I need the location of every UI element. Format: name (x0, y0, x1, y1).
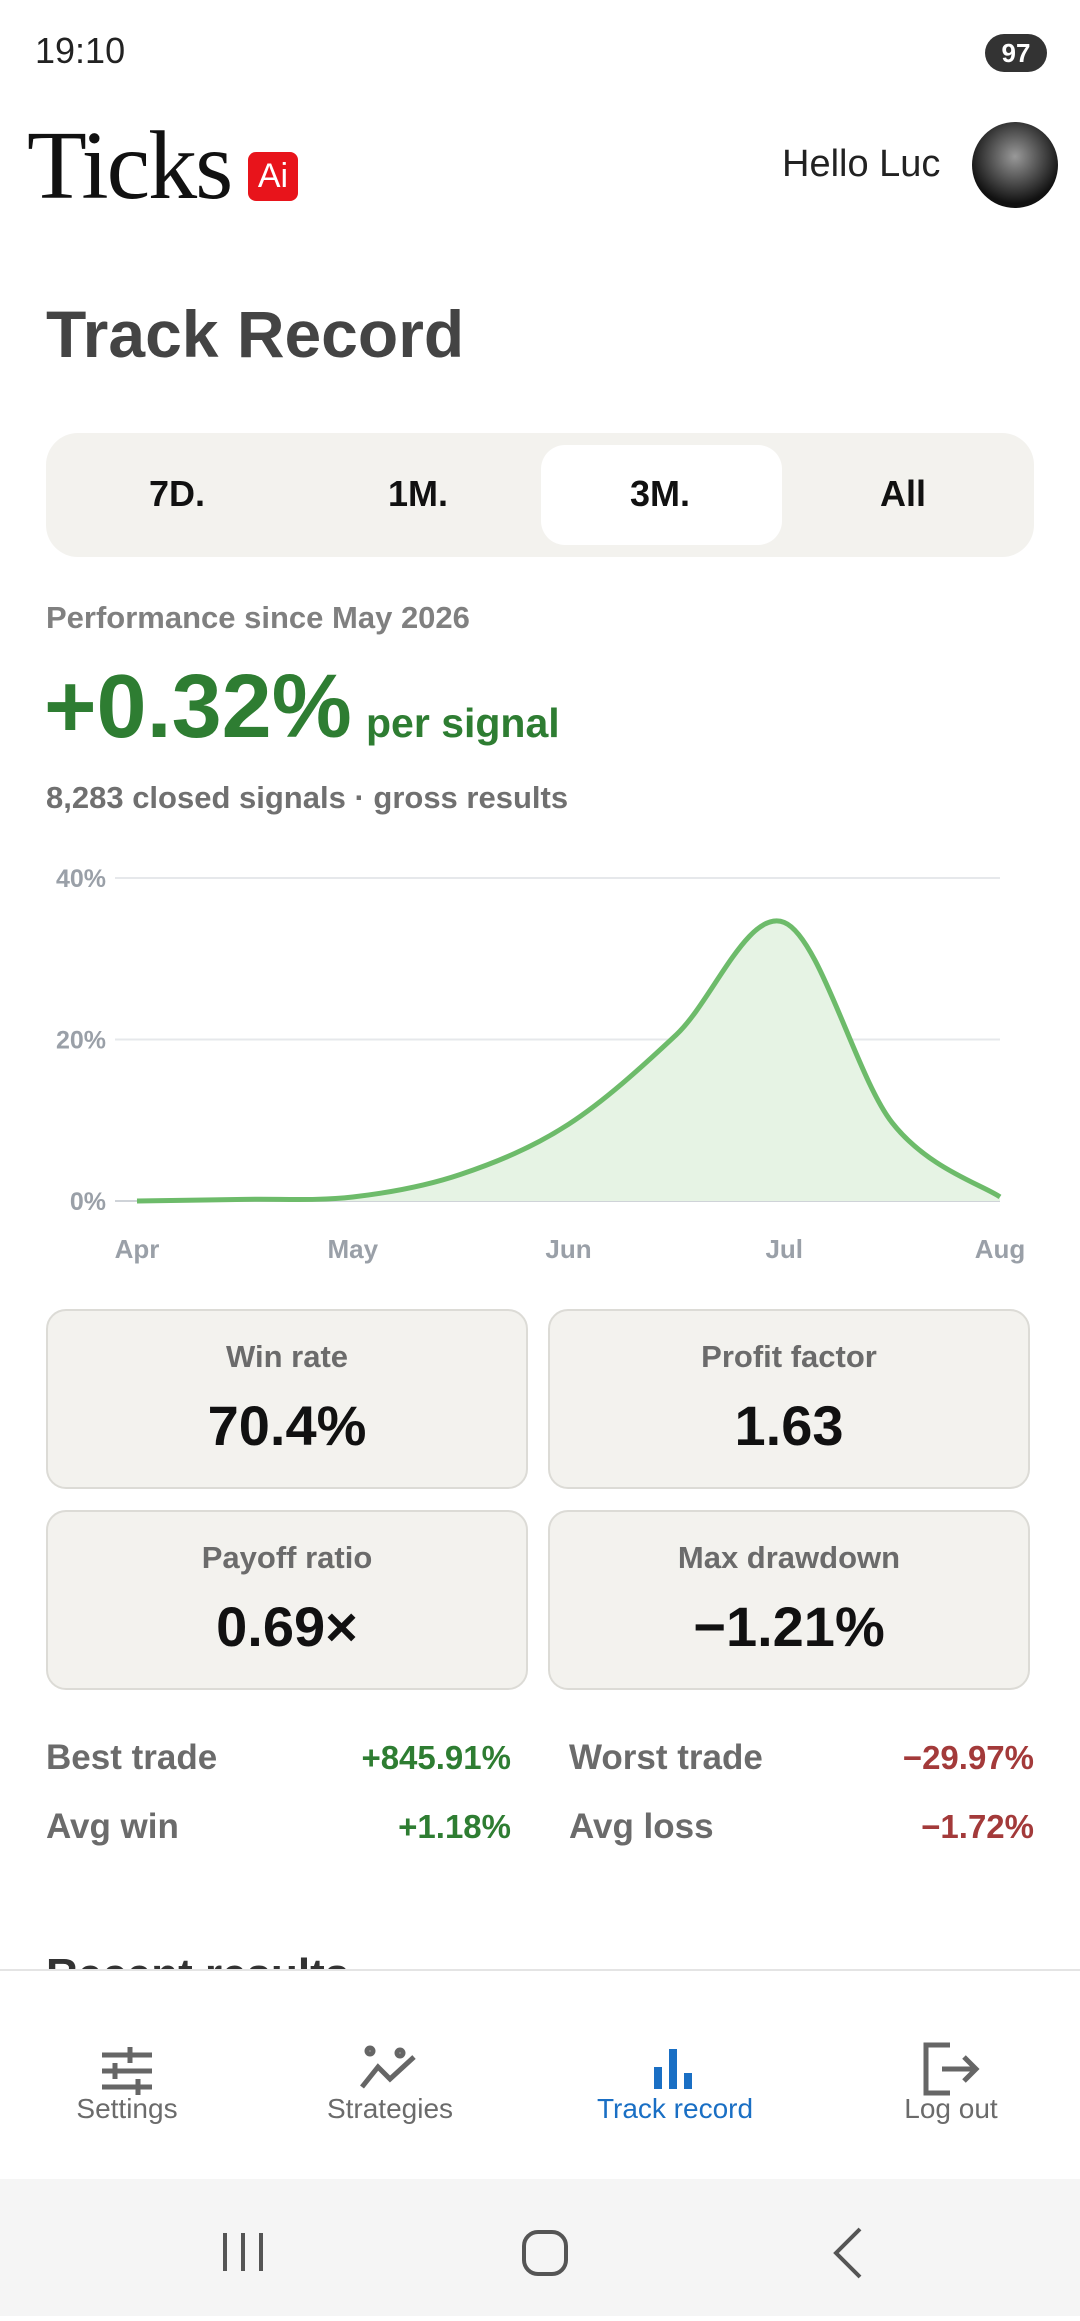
status-time: 19:10 (35, 30, 126, 71)
stat-label: Profit factor (701, 1339, 877, 1374)
stat-card: Profit factor 1.63 (548, 1309, 1030, 1489)
system-nav-icons (223, 2227, 862, 2279)
trade-value: −29.97% (902, 1739, 1034, 1776)
nav-label[interactable]: Settings (76, 2093, 178, 2124)
icon-logout (923, 2042, 980, 2096)
chart: 0% 20% 40% Apr May Jun Jul Aug (56, 865, 1026, 1264)
avatar[interactable] (972, 122, 1058, 208)
tab-label[interactable]: 7D. (148, 473, 206, 514)
trade-label: Avg win (46, 1807, 179, 1846)
trade-value: +1.18% (398, 1808, 511, 1845)
battery: 97 (985, 34, 1047, 72)
performance-subtitle: 8,283 closed signals · gross results (46, 780, 569, 815)
stat-value: −1.21% (693, 1595, 885, 1658)
trade-label: Best trade (46, 1738, 218, 1777)
logo-badge: Ai (248, 152, 298, 201)
stat-value: 70.4% (207, 1394, 367, 1457)
area-line (136, 918, 1002, 1204)
bottom-nav: Settings Strategies Track record Log out (0, 1969, 1080, 2181)
icon-strategies (360, 2045, 416, 2089)
nav-label[interactable]: Log out (904, 2093, 998, 2124)
performance-since: Performance since May 2026 (46, 600, 470, 635)
performance-value: +0.32% (44, 657, 352, 757)
performance-unit: per signal (366, 700, 560, 746)
stat-label: Payoff ratio (201, 1540, 373, 1575)
stat-value: 1.63 (734, 1394, 844, 1457)
system-nav (0, 2179, 1080, 2316)
trade-label: Avg loss (569, 1807, 714, 1846)
nav-label[interactable]: Track record (596, 2093, 754, 2124)
icon-settings (102, 2047, 152, 2095)
stat-label: Win rate (225, 1339, 349, 1374)
stat-label: Max drawdown (677, 1540, 901, 1575)
nav-icons (102, 2042, 980, 2096)
icon-track-record (654, 2049, 692, 2089)
page-title: Track Record (46, 297, 465, 371)
tab-selected (541, 445, 782, 545)
area-fill (137, 920, 1000, 1201)
nav-label[interactable]: Strategies (326, 2093, 454, 2124)
x-tick-label: Jun (545, 1234, 591, 1264)
trade-label: Worst trade (569, 1738, 763, 1777)
stat-card: Payoff ratio 0.69× (46, 1510, 528, 1690)
tab-label[interactable]: 1M. (387, 473, 448, 514)
y-tick-label: 0% (70, 1188, 106, 1216)
greeting: Hello Luc (782, 143, 941, 185)
stat-card: Win rate 70.4% (46, 1309, 528, 1489)
trade-value: +845.91% (361, 1739, 511, 1776)
y-tick-label: 40% (56, 865, 106, 893)
x-tick-label: Apr (115, 1234, 160, 1264)
tab-label[interactable]: All (879, 473, 926, 514)
tab-bar (46, 433, 1034, 557)
stat-value: 0.69× (216, 1595, 358, 1658)
logo: Ticks (27, 112, 233, 220)
tab-label[interactable]: 3M. (629, 473, 690, 514)
x-tick-label: May (327, 1234, 378, 1264)
y-tick-label: 20% (56, 1027, 106, 1055)
x-tick-label: Jul (765, 1234, 803, 1264)
x-tick-label: Aug (975, 1234, 1026, 1264)
stat-card: Max drawdown −1.21% (548, 1510, 1030, 1690)
trade-value: −1.72% (921, 1808, 1034, 1845)
